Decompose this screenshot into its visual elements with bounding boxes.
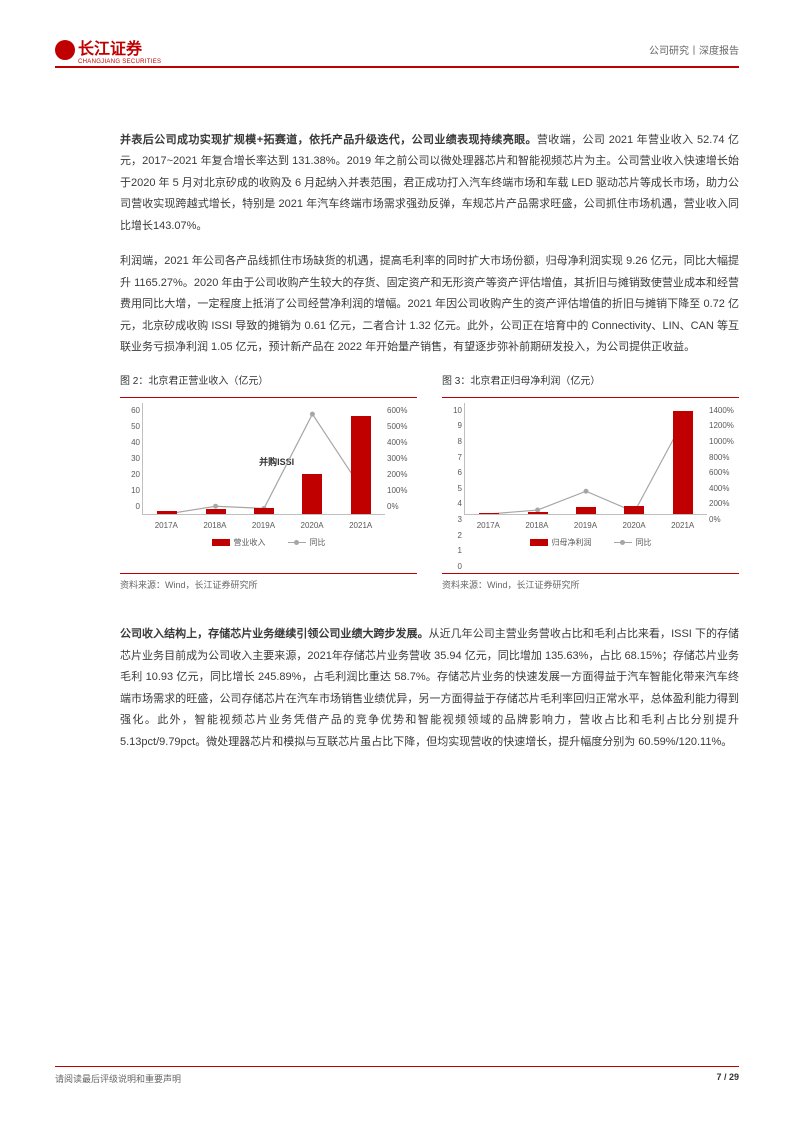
chart1-legend-bar: 营业收入 <box>212 535 266 551</box>
chart2-legend: 归母净利润 同比 <box>442 535 739 551</box>
page-number: 7 / 29 <box>716 1072 739 1085</box>
para3-text: 从近几年公司主营业务营收占比和毛利占比来看，ISSI 下的存储芯片业务目前成为公… <box>120 628 739 747</box>
chart1-title: 图 2：北京君正营业收入（亿元） <box>120 372 417 392</box>
logo-icon <box>55 40 75 60</box>
chart2-y-right: 1400%1200%1000%800%600%400%200%0% <box>709 403 739 515</box>
logo-text: 长江证券 <box>78 35 161 59</box>
chart1-source: 资料来源：Wind，长江证券研究所 <box>120 573 417 595</box>
chart-2: 图 3：北京君正归母净利润（亿元） 109876543210 1400%1200… <box>442 372 739 594</box>
para1-bold: 并表后公司成功实现扩规模+拓赛道，依托产品升级迭代，公司业绩表现持续亮眼。 <box>120 134 537 146</box>
page-header: 长江证券 CHANGJIANG SECURITIES 公司研究丨深度报告 <box>55 38 739 68</box>
para3-bold: 公司收入结构上，存储芯片业务继续引领公司业绩大跨步发展。 <box>120 628 429 640</box>
chart2-line-svg <box>465 403 707 514</box>
header-category: 公司研究丨深度报告 <box>649 42 739 57</box>
chart1-plot: 并购ISSI <box>142 403 385 515</box>
chart1-area: 6050403020100 600%500%400%300%200%100%0%… <box>120 403 417 533</box>
chart2-source: 资料来源：Wind，长江证券研究所 <box>442 573 739 595</box>
logo-subtitle: CHANGJIANG SECURITIES <box>78 59 161 65</box>
chart1-annotation: 并购ISSI <box>259 454 294 472</box>
chart2-legend-line: 同比 <box>614 535 652 551</box>
para1-text: 营收端，公司 2021 年营业收入 52.74 亿元，2017~2021 年复合… <box>120 134 739 232</box>
chart1-box: 6050403020100 600%500%400%300%200%100%0%… <box>120 397 417 567</box>
paragraph-1: 并表后公司成功实现扩规模+拓赛道，依托产品升级迭代，公司业绩表现持续亮眼。营收端… <box>120 130 739 237</box>
chart1-x-labels: 2017A2018A2019A2020A2021A <box>142 518 385 533</box>
chart1-y-left: 6050403020100 <box>120 403 140 515</box>
chart2-x-labels: 2017A2018A2019A2020A2021A <box>464 518 707 533</box>
chart-1: 图 2：北京君正营业收入（亿元） 6050403020100 600%500%4… <box>120 372 417 594</box>
chart1-legend: 营业收入 同比 <box>120 535 417 551</box>
chart2-legend-bar: 归母净利润 <box>530 535 592 551</box>
chart2-box: 109876543210 1400%1200%1000%800%600%400%… <box>442 397 739 567</box>
page-footer: 请阅读最后评级说明和重要声明 7 / 29 <box>55 1066 739 1085</box>
chart2-title: 图 3：北京君正归母净利润（亿元） <box>442 372 739 392</box>
chart2-plot <box>464 403 707 515</box>
paragraph-3: 公司收入结构上，存储芯片业务继续引领公司业绩大跨步发展。从近几年公司主营业务营收… <box>120 624 739 753</box>
company-logo: 长江证券 CHANGJIANG SECURITIES <box>55 35 161 65</box>
footer-disclaimer: 请阅读最后评级说明和重要声明 <box>55 1072 181 1085</box>
charts-container: 图 2：北京君正营业收入（亿元） 6050403020100 600%500%4… <box>120 372 739 594</box>
main-content: 并表后公司成功实现扩规模+拓赛道，依托产品升级迭代，公司业绩表现持续亮眼。营收端… <box>120 130 739 767</box>
chart2-y-left: 109876543210 <box>442 403 462 515</box>
paragraph-2: 利润端，2021 年公司各产品线抓住市场缺货的机遇，提高毛利率的同时扩大市场份额… <box>120 251 739 358</box>
chart1-y-right: 600%500%400%300%200%100%0% <box>387 403 417 515</box>
chart2-area: 109876543210 1400%1200%1000%800%600%400%… <box>442 403 739 533</box>
chart1-legend-line: 同比 <box>288 535 326 551</box>
